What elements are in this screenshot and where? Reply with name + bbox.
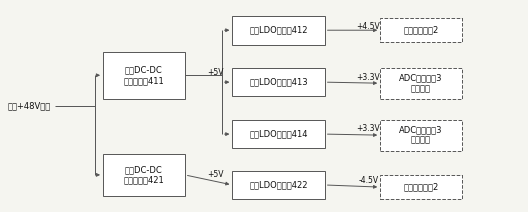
Text: 第二LDO稳压器413: 第二LDO稳压器413: [249, 78, 308, 87]
Text: 第三LDO稳压器414: 第三LDO稳压器414: [249, 130, 308, 139]
Text: +4.5V: +4.5V: [357, 22, 380, 31]
FancyBboxPatch shape: [380, 175, 462, 199]
Text: +5V: +5V: [207, 170, 224, 179]
Text: 第二DC-DC
降压控制器421: 第二DC-DC 降压控制器421: [124, 165, 164, 185]
Text: +3.3V: +3.3V: [357, 124, 380, 133]
Text: -4.5V: -4.5V: [359, 176, 379, 185]
Text: 第四LDO稳压器422: 第四LDO稳压器422: [249, 180, 308, 190]
Text: 第一LDO稳压器412: 第一LDO稳压器412: [249, 26, 308, 35]
FancyBboxPatch shape: [103, 154, 185, 196]
Text: 信号处理单元2: 信号处理单元2: [403, 183, 439, 192]
Text: 信号处理单元2: 信号处理单元2: [403, 26, 439, 35]
FancyBboxPatch shape: [232, 16, 325, 45]
Text: +3.3V: +3.3V: [357, 73, 380, 82]
FancyBboxPatch shape: [232, 171, 325, 199]
FancyBboxPatch shape: [232, 68, 325, 96]
FancyBboxPatch shape: [380, 18, 462, 42]
Text: ADC转换单元3
的模拟地: ADC转换单元3 的模拟地: [399, 74, 443, 93]
FancyBboxPatch shape: [232, 120, 325, 148]
Text: +5V: +5V: [207, 68, 224, 77]
FancyBboxPatch shape: [380, 68, 462, 99]
Text: 第一DC-DC
降压控制器411: 第一DC-DC 降压控制器411: [124, 66, 164, 85]
FancyBboxPatch shape: [103, 52, 185, 99]
Text: 外接+48V电压: 外接+48V电压: [7, 102, 51, 110]
Text: ADC转换单元3
的数字地: ADC转换单元3 的数字地: [399, 126, 443, 145]
FancyBboxPatch shape: [380, 120, 462, 151]
